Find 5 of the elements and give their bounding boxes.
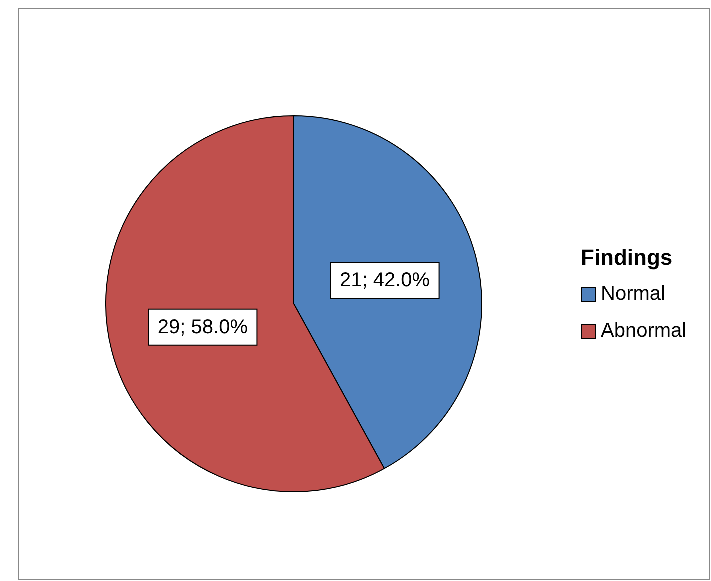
legend-label: Abnormal [601,320,687,343]
data-label: 21; 42.0% [340,270,430,292]
data-label: 29; 58.0% [158,316,248,338]
legend-label: Normal [601,283,666,306]
legend-title: Findings [581,245,674,271]
